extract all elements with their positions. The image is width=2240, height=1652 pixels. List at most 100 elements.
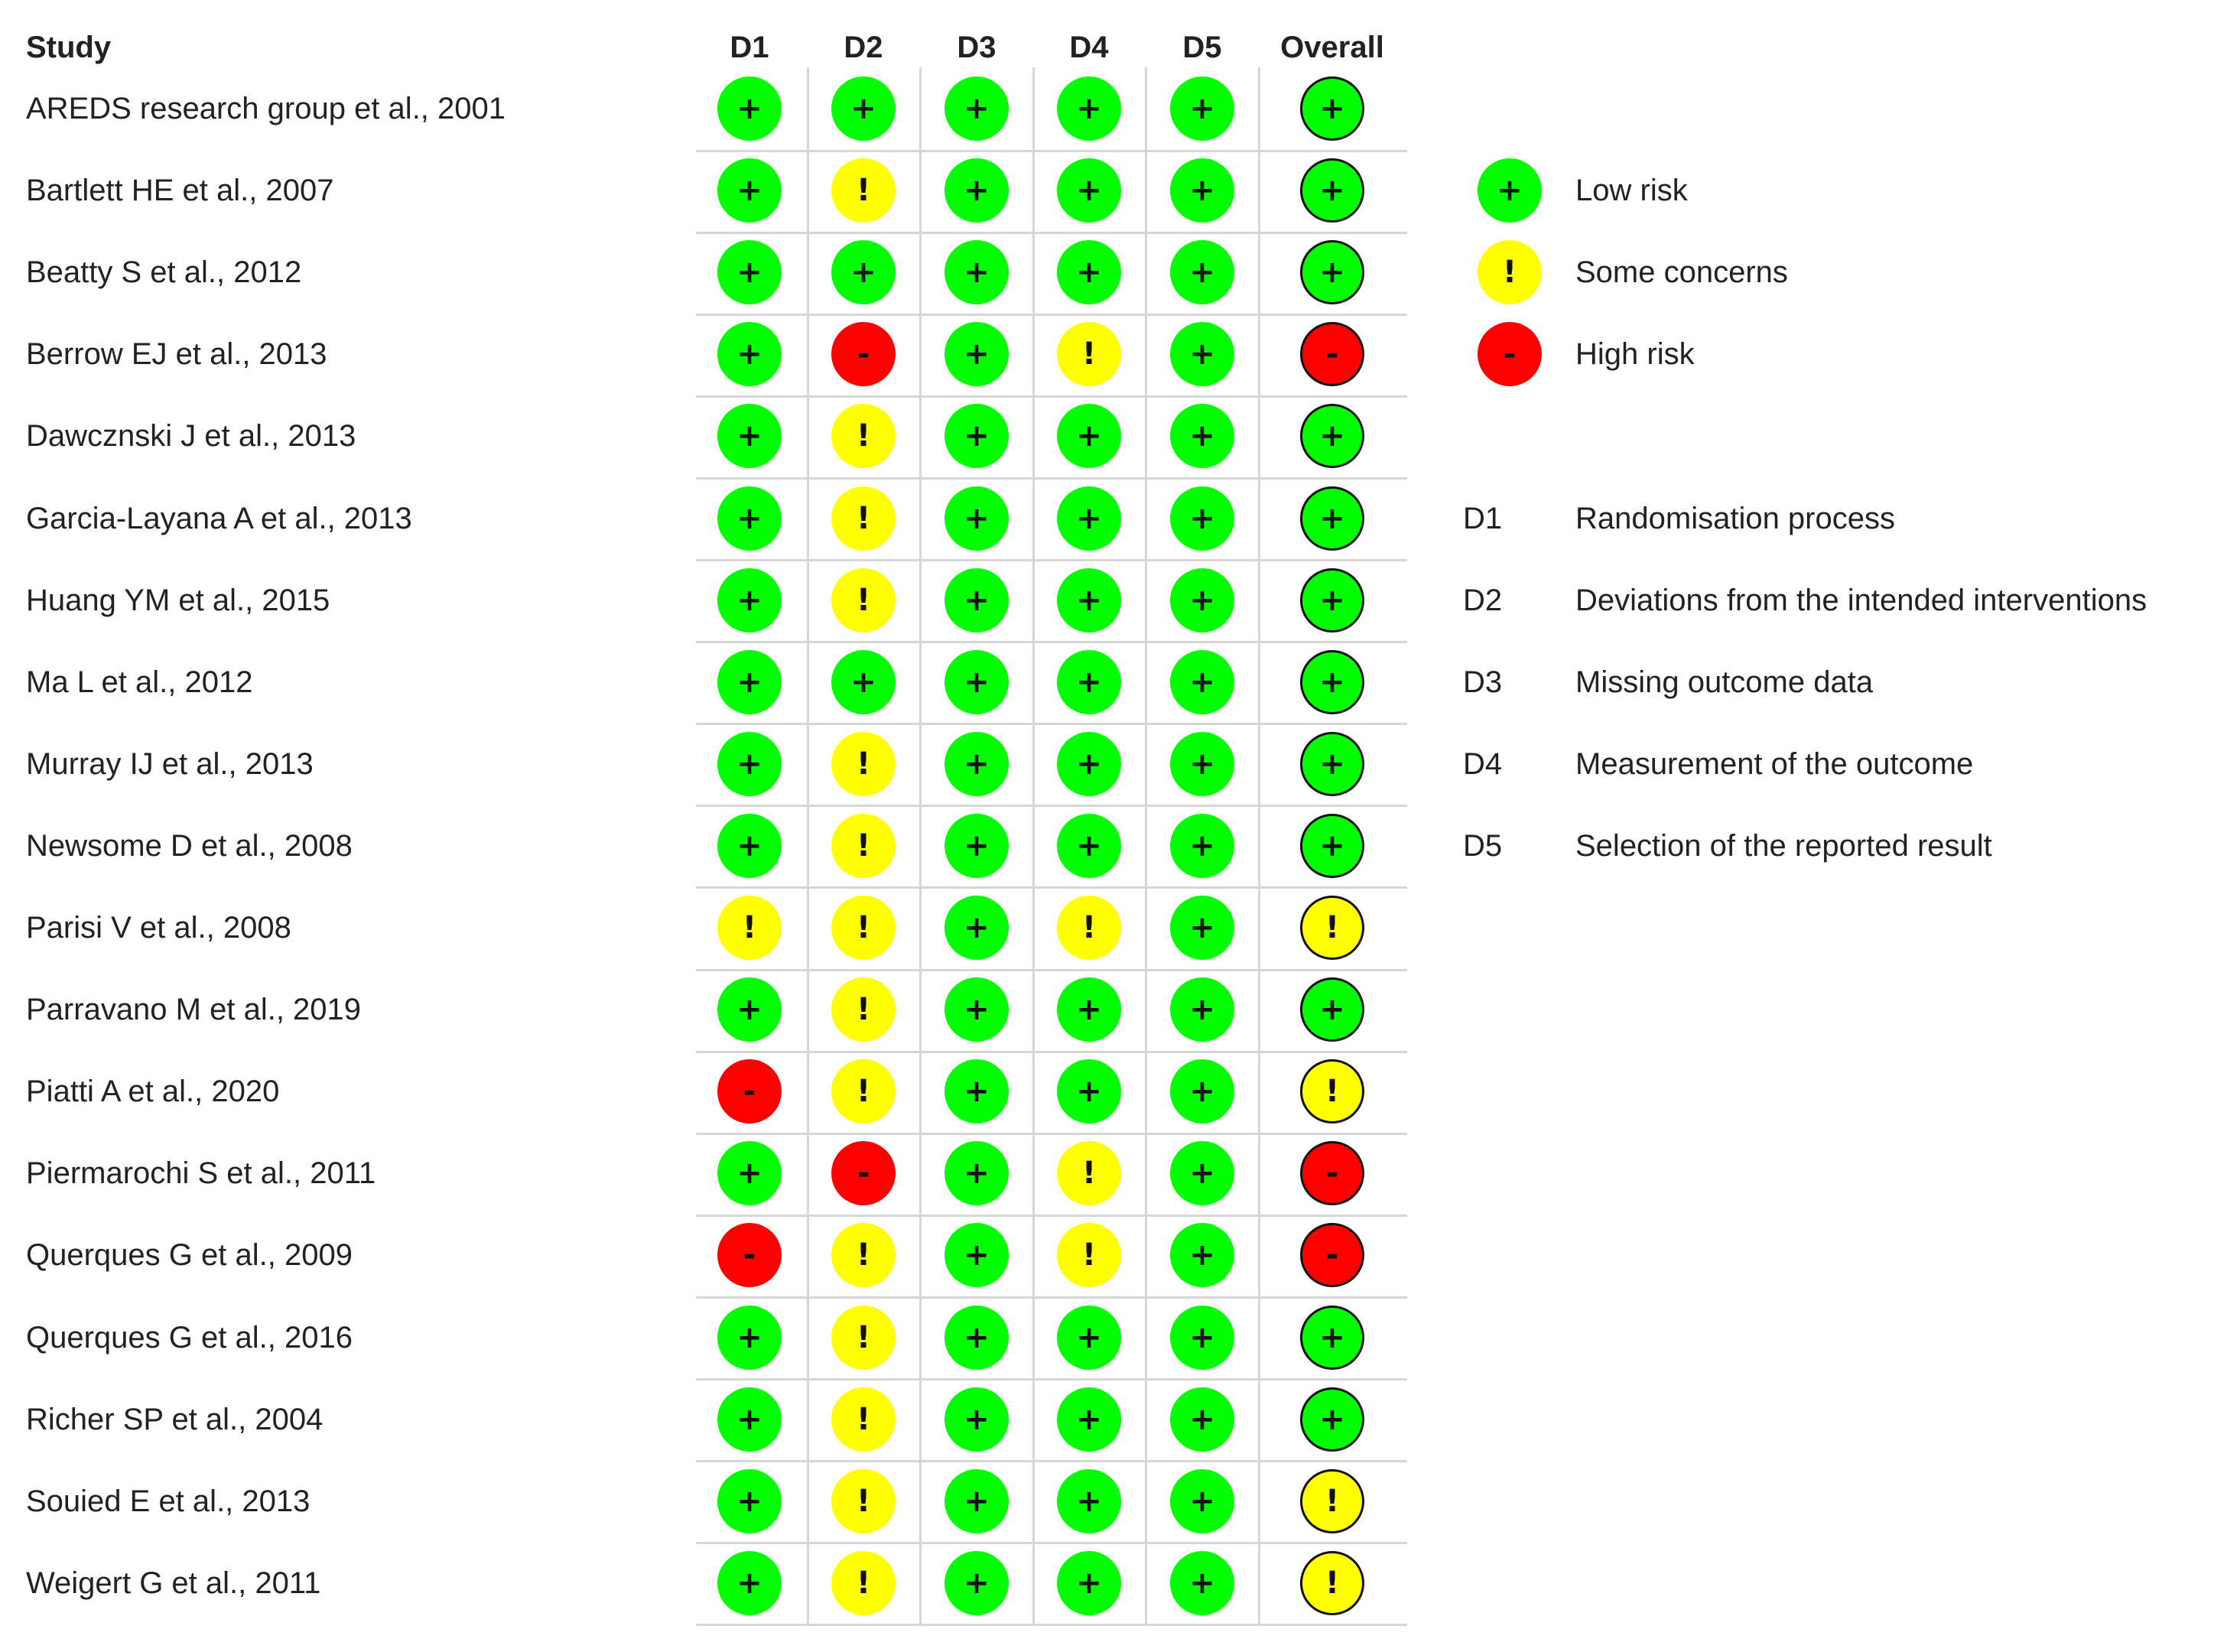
legend-domain-label: Selection of the reported result	[1575, 828, 1992, 863]
d4-judgement-low: +	[1057, 567, 1121, 633]
study-label: Richer SP et al., 2004	[26, 1402, 323, 1436]
d2-judgement-high: -	[831, 1141, 896, 1206]
d3-judgement-low: +	[944, 1223, 1009, 1288]
d3-judgement-low: +	[944, 977, 1009, 1042]
column-separator	[1145, 67, 1147, 1624]
study-label: Piermarochi S et al., 2011	[26, 1156, 376, 1191]
d3-judgement-low: +	[944, 322, 1009, 387]
row-separator	[696, 231, 1407, 234]
d1-judgement-low: +	[717, 813, 782, 878]
d1-judgement-low: +	[717, 322, 782, 387]
d1-judgement-low: +	[717, 486, 782, 551]
legend-some-label: Some concerns	[1575, 255, 1788, 290]
study-label: Querques G et al., 2016	[26, 1320, 353, 1354]
d4-judgement-some: !	[1057, 896, 1121, 960]
legend-low-icon: +	[1478, 158, 1542, 223]
column-header-d4: D4	[1069, 31, 1109, 64]
d1-judgement-low: +	[717, 1387, 782, 1452]
overall-judgement-low: +	[1300, 1387, 1364, 1452]
d4-judgement-low: +	[1057, 1468, 1121, 1533]
d4-judgement-low: +	[1057, 486, 1121, 551]
d5-judgement-low: +	[1170, 486, 1234, 551]
row-separator	[696, 723, 1407, 726]
d3-judgement-low: +	[944, 649, 1009, 714]
d4-judgement-low: +	[1057, 158, 1121, 223]
d2-judgement-some: !	[831, 731, 896, 796]
d2-judgement-low: +	[831, 76, 896, 141]
study-label: Weigert G et al., 2011	[26, 1566, 321, 1600]
d4-judgement-low: +	[1057, 977, 1121, 1042]
d1-judgement-low: +	[717, 240, 782, 305]
d3-judgement-low: +	[944, 813, 1009, 878]
legend-domain-label: Deviations from the intended interventio…	[1575, 583, 2147, 617]
d1-judgement-low: +	[717, 977, 782, 1042]
d2-judgement-low: +	[831, 649, 896, 714]
column-header-overall: Overall	[1280, 31, 1384, 64]
study-label: Berrow EJ et al., 2013	[26, 337, 327, 372]
d2-judgement-some: !	[831, 567, 896, 633]
d3-judgement-low: +	[944, 567, 1009, 633]
study-label: Parravano M et al., 2019	[26, 993, 362, 1027]
d4-judgement-low: +	[1057, 76, 1121, 141]
d3-judgement-low: +	[944, 896, 1009, 960]
row-separator	[696, 886, 1407, 889]
d5-judgement-low: +	[1170, 649, 1234, 714]
d1-judgement-low: +	[717, 1305, 782, 1370]
legend-domain-label: Missing outcome data	[1575, 665, 1874, 699]
row-separator	[696, 476, 1407, 480]
overall-judgement-low: +	[1300, 567, 1364, 633]
legend-domain-code: D2	[1463, 583, 1503, 617]
d5-judgement-low: +	[1170, 404, 1234, 469]
row-separator	[696, 1542, 1407, 1545]
study-label: Garcia-Layana A et al., 2013	[26, 501, 412, 535]
overall-judgement-high: -	[1300, 1141, 1364, 1206]
study-label: Newsome D et al., 2008	[26, 828, 353, 863]
row-separator	[696, 313, 1407, 316]
overall-judgement-some: !	[1300, 896, 1364, 960]
overall-judgement-high: -	[1300, 1223, 1364, 1288]
d5-judgement-low: +	[1170, 158, 1234, 223]
legend-domain-code: D5	[1463, 828, 1503, 863]
d5-judgement-low: +	[1170, 1223, 1234, 1288]
d4-judgement-low: +	[1057, 1550, 1121, 1615]
d4-judgement-low: +	[1057, 240, 1121, 305]
row-separator	[696, 805, 1407, 808]
overall-judgement-some: !	[1300, 1550, 1364, 1615]
d4-judgement-some: !	[1057, 1223, 1121, 1288]
d5-judgement-low: +	[1170, 1468, 1234, 1533]
row-separator	[696, 1460, 1407, 1463]
column-header-d1: D1	[730, 31, 769, 64]
d5-judgement-low: +	[1170, 1387, 1234, 1452]
study-label: Souied E et al., 2013	[26, 1484, 310, 1518]
column-separator	[919, 67, 922, 1624]
study-label: AREDS research group et al., 2001	[26, 92, 506, 125]
d3-judgement-low: +	[944, 1141, 1009, 1206]
legend-domain-label: Randomisation process	[1575, 501, 1895, 535]
study-label: Dawcznski J et al., 2013	[26, 419, 356, 454]
d1-judgement-low: +	[717, 1141, 782, 1206]
d2-judgement-some: !	[831, 486, 896, 551]
legend-domain-code: D3	[1463, 665, 1503, 699]
column-separator	[807, 67, 809, 1624]
d4-judgement-low: +	[1057, 1059, 1121, 1124]
d5-judgement-low: +	[1170, 1550, 1234, 1615]
d4-judgement-some: !	[1057, 1141, 1121, 1206]
row-separator	[696, 1050, 1407, 1053]
study-label: Querques G et al., 2009	[26, 1238, 353, 1273]
d5-judgement-low: +	[1170, 240, 1234, 305]
d2-judgement-low: +	[831, 240, 896, 305]
d5-judgement-low: +	[1170, 1059, 1234, 1124]
row-separator	[696, 1296, 1407, 1299]
row-separator	[696, 149, 1407, 152]
d1-judgement-some: !	[717, 896, 782, 960]
overall-judgement-some: !	[1300, 1468, 1364, 1533]
d1-judgement-high: -	[717, 1059, 782, 1124]
legend-low-label: Low risk	[1575, 174, 1688, 208]
d5-judgement-low: +	[1170, 1305, 1234, 1370]
d5-judgement-low: +	[1170, 322, 1234, 387]
legend-domain-label: Measurement of the outcome	[1575, 746, 1974, 781]
d1-judgement-low: +	[717, 404, 782, 469]
overall-judgement-low: +	[1300, 731, 1364, 796]
d2-judgement-some: !	[831, 1550, 896, 1615]
study-label: Parisi V et al., 2008	[26, 911, 291, 945]
